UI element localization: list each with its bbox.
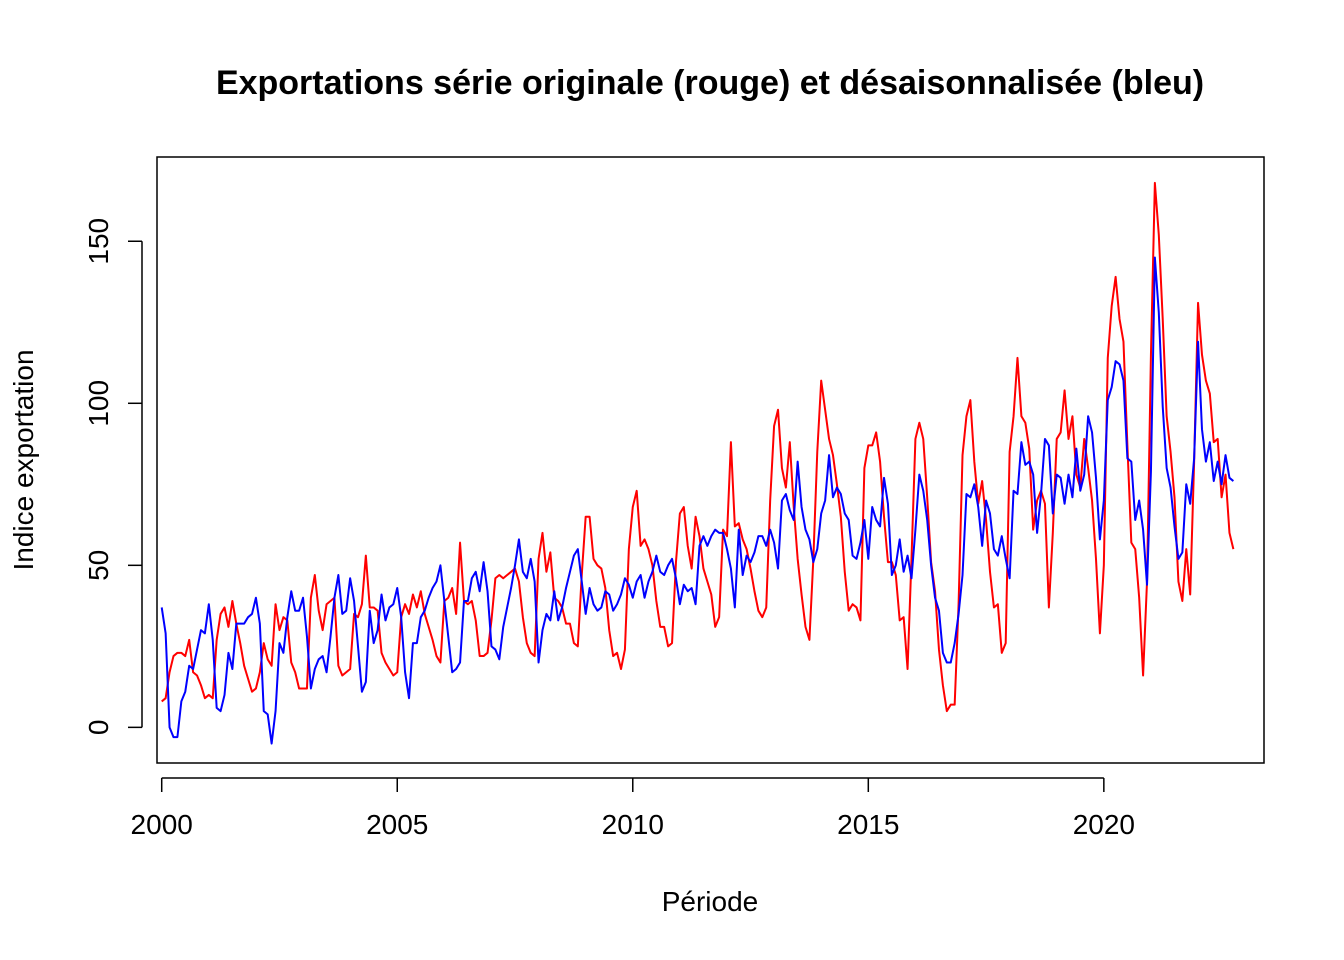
series-line-0 [161,181,1235,713]
plot-frame [156,156,1265,764]
y-tick-label: 150 [83,218,114,265]
y-axis-label: Indice exportation [8,349,39,570]
x-tick-label: 2015 [837,809,899,840]
x-tick-label: 2010 [602,809,664,840]
series-line-1 [160,256,1235,745]
x-tick-label: 2020 [1073,809,1135,840]
x-tick-label: 2005 [366,809,428,840]
y-tick-label: 100 [83,380,114,427]
plot-area [160,181,1235,745]
x-axis-label: Période [662,886,759,917]
y-axis: 0 50 100 150 [83,218,143,736]
y-tick-label: 50 [83,550,114,581]
y-tick-label: 0 [83,720,114,736]
x-axis: 2000 2005 2010 2015 2020 [131,777,1135,840]
chart-title: Exportations série originale (rouge) et … [216,64,1204,102]
x-tick-label: 2000 [131,809,193,840]
